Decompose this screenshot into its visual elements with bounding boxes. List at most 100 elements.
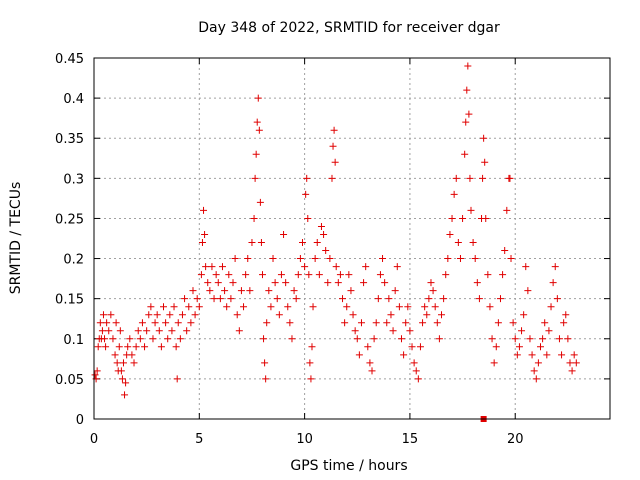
data-point (262, 375, 270, 383)
data-point (273, 295, 281, 303)
axis-ticks: 0 0.05 0.1 0.15 0.2 0.25 0.3 0.35 0.4 0.45 0 5 10 15 2… (55, 52, 610, 447)
data-point (364, 343, 372, 351)
data-point (191, 311, 199, 319)
data-point (168, 327, 176, 335)
data-point (545, 327, 553, 335)
data-point (446, 230, 454, 238)
data-point (94, 343, 102, 351)
data-point (488, 335, 496, 343)
data-point (360, 279, 368, 287)
data-point (402, 319, 410, 327)
data-point (162, 319, 170, 327)
data-point (303, 174, 311, 182)
y-tick-label: 0.35 (55, 132, 84, 147)
data-point (99, 311, 107, 319)
y-tick-label: 0.45 (55, 52, 84, 67)
data-point (435, 335, 443, 343)
data-point (212, 271, 220, 279)
data-point (98, 327, 106, 335)
data-point (187, 319, 195, 327)
data-point (227, 295, 235, 303)
data-point (255, 126, 263, 134)
data-point (313, 239, 321, 247)
data-point (112, 319, 120, 327)
y-tick-label: 0.05 (55, 373, 84, 388)
data-point (410, 359, 418, 367)
y-tick-label: 0.4 (63, 92, 84, 107)
data-point (406, 327, 414, 335)
data-point (357, 319, 365, 327)
data-point (173, 375, 181, 383)
data-point (452, 174, 460, 182)
data-point (541, 319, 549, 327)
data-point (419, 319, 427, 327)
data-point (166, 311, 174, 319)
data-point (400, 351, 408, 359)
data-point (126, 335, 134, 343)
chart-title: Day 348 of 2022, SRMTID for receiver dga… (198, 20, 500, 36)
data-point (421, 303, 429, 311)
data-point (306, 359, 314, 367)
data-point (331, 158, 339, 166)
data-point (170, 303, 178, 311)
data-point (524, 287, 532, 295)
data-point (558, 351, 566, 359)
data-point (391, 287, 399, 295)
y-tick-label: 0 (76, 413, 84, 428)
data-point (456, 255, 464, 263)
data-point (501, 247, 509, 255)
data-point (397, 335, 405, 343)
data-point (254, 94, 262, 102)
data-point (528, 351, 536, 359)
data-point (412, 367, 420, 375)
data-point (172, 343, 180, 351)
data-point (151, 319, 159, 327)
y-tick-label: 0.15 (55, 293, 84, 308)
data-point (309, 303, 317, 311)
data-point (328, 174, 336, 182)
data-point (111, 351, 119, 359)
data-point (326, 255, 334, 263)
data-point (174, 319, 182, 327)
data-point (553, 295, 561, 303)
data-point (408, 343, 416, 351)
data-point (304, 214, 312, 222)
data-point (93, 367, 101, 375)
data-point (330, 126, 338, 134)
data-point (324, 279, 332, 287)
data-point (132, 343, 140, 351)
data-point (141, 343, 149, 351)
data-point (532, 375, 540, 383)
data-point (513, 351, 521, 359)
data-point (322, 247, 330, 255)
data-point (385, 295, 393, 303)
data-point (157, 343, 165, 351)
data-point (292, 295, 300, 303)
data-point (381, 279, 389, 287)
data-point (218, 263, 226, 271)
data-point (208, 263, 216, 271)
data-point (362, 263, 370, 271)
data-point (176, 335, 184, 343)
data-point (431, 303, 439, 311)
data-point (301, 263, 309, 271)
data-point (339, 295, 347, 303)
data-point (244, 255, 252, 263)
data-point (481, 158, 489, 166)
data-point (294, 271, 302, 279)
data-point (178, 311, 186, 319)
data-point (252, 150, 260, 158)
data-point (482, 214, 490, 222)
data-point (560, 319, 568, 327)
data-point (376, 271, 384, 279)
data-point (568, 367, 576, 375)
data-point (463, 86, 471, 94)
data-point (96, 319, 104, 327)
data-point (240, 303, 248, 311)
data-point (570, 351, 578, 359)
data-point (341, 319, 349, 327)
data-point (275, 311, 283, 319)
data-point (119, 359, 127, 367)
data-point (490, 359, 498, 367)
data-point (121, 391, 129, 399)
